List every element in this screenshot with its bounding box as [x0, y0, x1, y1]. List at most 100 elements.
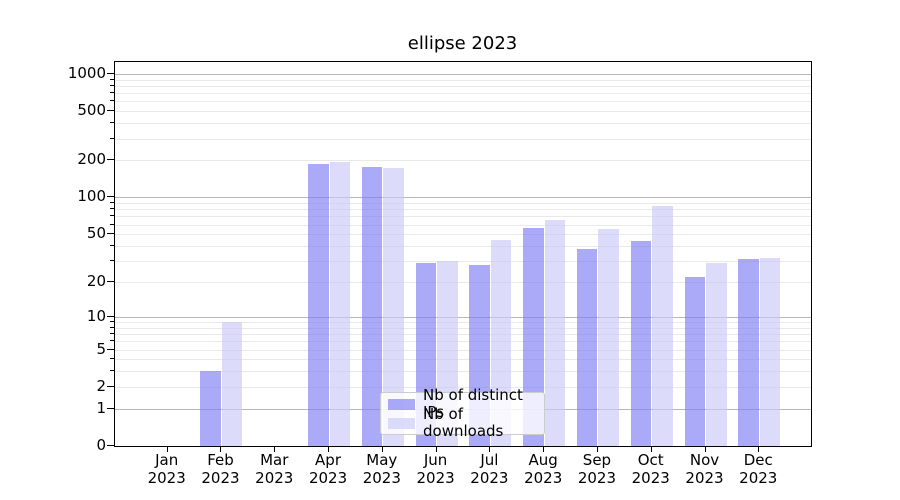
legend-label: Nb of distinct IPs	[423, 386, 523, 421]
y-tick-label: 10	[86, 306, 106, 325]
minor-gridline	[115, 160, 811, 162]
bar-downloads	[383, 167, 404, 446]
y-minor-tick-mark	[110, 215, 114, 217]
major-gridline	[115, 316, 811, 318]
y-tick-mark	[107, 196, 114, 198]
y-tick-mark	[107, 315, 114, 317]
bar-downloads	[544, 220, 566, 446]
x-tick-mark	[328, 446, 330, 452]
x-tick-mark	[220, 446, 222, 452]
x-tick-mark	[274, 446, 276, 452]
minor-gridline	[115, 334, 811, 336]
y-tick-label: 500	[77, 101, 106, 120]
minor-gridline	[115, 246, 811, 247]
y-minor-tick-mark	[110, 281, 114, 283]
y-minor-tick-mark	[110, 223, 114, 225]
y-minor-tick-mark	[110, 202, 114, 204]
minor-gridline	[115, 216, 811, 218]
legend-item: Nb of distinct IPs	[388, 387, 544, 421]
legend-label: Nb of downloads	[423, 405, 504, 440]
minor-gridline	[115, 341, 811, 343]
y-tick-label: 20	[86, 272, 106, 291]
bar-distinct-ips	[308, 164, 329, 446]
y-minor-tick-mark	[110, 358, 114, 360]
bar-downloads	[598, 229, 619, 446]
y-minor-tick-mark	[110, 348, 114, 350]
x-tick-mark	[435, 446, 437, 452]
x-tick-mark	[543, 446, 545, 452]
x-tick-label: Dec 2023	[739, 451, 778, 487]
minor-gridline	[115, 327, 811, 329]
minor-gridline	[115, 349, 811, 351]
y-minor-tick-mark	[110, 260, 114, 262]
minor-gridline	[115, 203, 811, 205]
legend: Nb of distinct IPs Nb of downloads	[380, 387, 545, 440]
x-tick-label: Feb 2023	[201, 451, 240, 487]
y-minor-tick-mark	[110, 326, 114, 328]
chart-title: ellipse 2023	[407, 33, 518, 54]
bar-distinct-ips	[684, 277, 705, 446]
x-tick-label: Mar 2023	[255, 451, 294, 487]
legend-swatch-distinct-ips	[388, 398, 415, 410]
bar-downloads	[221, 322, 243, 446]
major-gridline	[115, 197, 811, 199]
minor-gridline	[115, 234, 811, 236]
x-tick-mark	[650, 446, 652, 452]
y-minor-tick-mark	[110, 159, 114, 161]
y-minor-tick-mark	[110, 84, 114, 86]
bar-distinct-ips	[200, 371, 221, 446]
legend-swatch-downloads	[388, 417, 415, 429]
bar-distinct-ips	[361, 166, 383, 446]
minor-gridline	[115, 224, 811, 226]
bar-downloads	[329, 162, 351, 446]
bar-downloads	[706, 262, 727, 446]
minor-gridline	[115, 261, 811, 263]
bar-distinct-ips	[523, 228, 544, 446]
x-tick-label: Jun 2023	[416, 451, 455, 487]
minor-gridline	[115, 111, 811, 113]
y-minor-tick-mark	[110, 137, 114, 139]
x-tick-label: May 2023	[362, 451, 401, 487]
y-minor-tick-mark	[110, 122, 114, 124]
minor-gridline	[115, 386, 811, 388]
y-tick-label: 50	[86, 224, 106, 243]
major-gridline	[115, 73, 811, 75]
minor-gridline	[115, 322, 811, 323]
x-tick-mark	[704, 446, 706, 452]
y-minor-tick-mark	[110, 110, 114, 112]
minor-gridline	[115, 93, 811, 95]
y-tick-label: 5	[96, 339, 106, 358]
y-minor-tick-mark	[110, 321, 114, 322]
y-minor-tick-mark	[110, 92, 114, 94]
x-tick-label: Nov 2023	[685, 451, 724, 487]
x-tick-mark	[596, 446, 598, 452]
bar-distinct-ips	[576, 248, 598, 446]
minor-gridline	[115, 101, 811, 103]
y-tick-label: 2	[96, 376, 106, 395]
legend-item: Nb of downloads	[388, 406, 544, 440]
bar-downloads	[652, 206, 673, 446]
y-minor-tick-mark	[110, 340, 114, 342]
y-tick-label: 1	[96, 398, 106, 417]
x-tick-label: Aug 2023	[524, 451, 563, 487]
x-tick-mark	[758, 446, 760, 452]
y-minor-tick-mark	[110, 333, 114, 335]
y-minor-tick-mark	[110, 370, 114, 372]
minor-gridline	[115, 209, 811, 211]
y-tick-label: 0	[96, 436, 106, 454]
x-tick-label: Jul 2023	[470, 451, 509, 487]
y-minor-tick-mark	[110, 208, 114, 210]
y-tick-mark	[107, 445, 114, 446]
y-tick-mark	[107, 72, 114, 74]
y-tick-mark	[107, 407, 114, 409]
bar-distinct-ips	[630, 241, 652, 446]
y-minor-tick-mark	[110, 245, 114, 246]
bar-downloads	[759, 257, 781, 446]
y-tick-label: 1000	[67, 63, 106, 82]
minor-gridline	[115, 282, 811, 284]
bar-distinct-ips	[738, 259, 759, 446]
minor-gridline	[115, 123, 811, 125]
y-tick-label: 100	[77, 187, 106, 206]
y-minor-tick-mark	[110, 100, 114, 102]
